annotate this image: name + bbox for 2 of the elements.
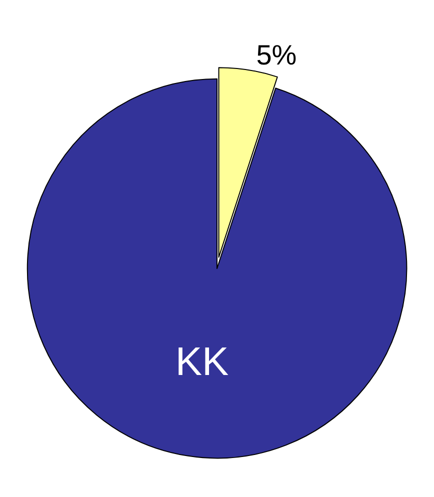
data-label: 5%	[256, 39, 297, 70]
slice-label: KK	[175, 340, 230, 384]
